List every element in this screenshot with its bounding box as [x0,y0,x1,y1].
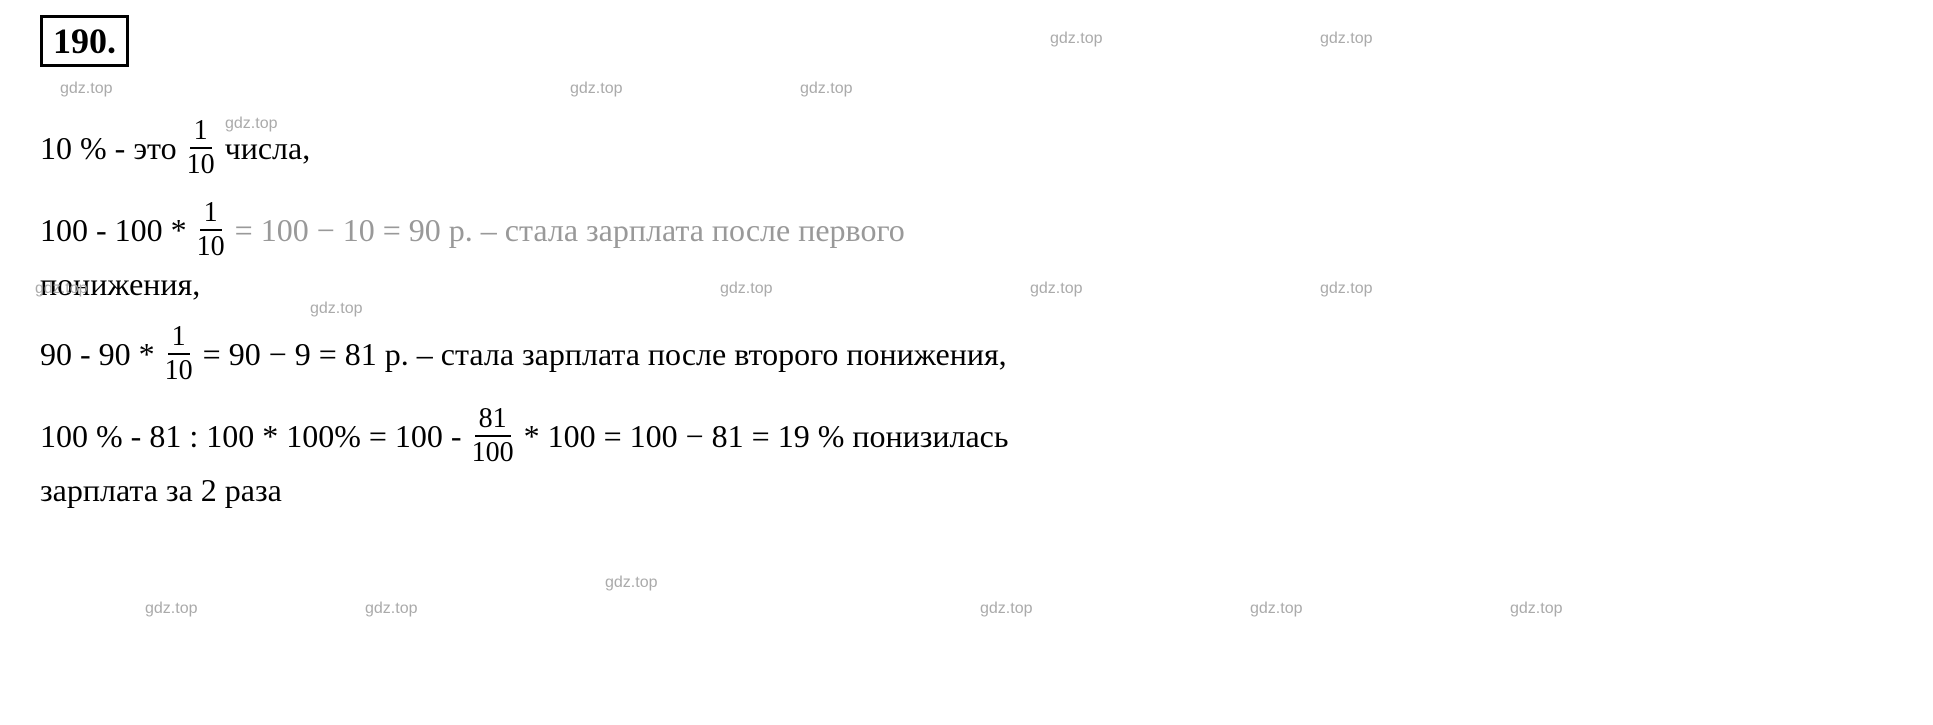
watermark: gdz.top [1510,600,1562,618]
problem-number: 190. [40,15,129,67]
line2-prefix: 100 - 100 * [40,212,187,249]
frac-num: 1 [200,199,222,231]
fraction-81-100: 81 100 [468,405,518,467]
line-4: 100 % - 81 : 100 * 100% = 100 - 81 100 *… [40,405,1893,467]
frac-den: 10 [193,231,229,261]
fraction-1-10-a: 1 10 [183,117,219,179]
line2-mid: = 100 − 10 = 90 р. – стала зарплата посл… [235,212,905,249]
frac-num: 1 [168,323,190,355]
line-2: 100 - 100 * 1 10 = 100 − 10 = 90 р. – ст… [40,199,1893,261]
watermark: gdz.top [570,80,622,98]
line3-mid: = 90 − 9 = 81 р. – стала зарплата после … [203,336,1007,373]
watermark: gdz.top [145,600,197,618]
frac-den: 10 [161,355,197,385]
line2-continuation: понижения, [40,266,1893,303]
frac-num: 81 [475,405,511,437]
watermark: gdz.top [1050,30,1102,48]
line-3: 90 - 90 * 1 10 = 90 − 9 = 81 р. – стала … [40,323,1893,385]
watermark: gdz.top [1320,30,1372,48]
fraction-1-10-c: 1 10 [161,323,197,385]
line-1: 10 % - это 1 10 числа, [40,117,1893,179]
frac-den: 100 [468,437,518,467]
watermark: gdz.top [365,600,417,618]
line4-prefix: 100 % - 81 : 100 * 100% = 100 - [40,418,462,455]
watermark: gdz.top [800,80,852,98]
line4-mid: * 100 = 100 − 81 = 19 % понизилась [524,418,1009,455]
frac-den: 10 [183,149,219,179]
watermark: gdz.top [980,600,1032,618]
line3-prefix: 90 - 90 * [40,336,155,373]
line1-prefix: 10 % - это [40,130,177,167]
line1-suffix: числа, [225,130,311,167]
watermark: gdz.top [605,574,657,592]
watermark: gdz.top [1250,600,1302,618]
line4-continuation: зарплата за 2 раза [40,472,1893,509]
frac-num: 1 [190,117,212,149]
fraction-1-10-b: 1 10 [193,199,229,261]
watermark: gdz.top [60,80,112,98]
